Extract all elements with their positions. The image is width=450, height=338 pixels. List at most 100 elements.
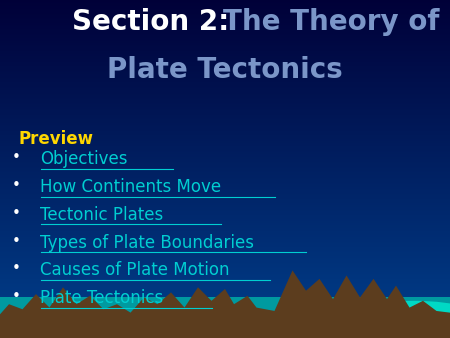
Bar [0, 178, 450, 179]
Bar [0, 248, 450, 249]
Bar [0, 126, 450, 127]
Bar [0, 1, 450, 2]
Bar [0, 96, 450, 97]
Bar [0, 203, 450, 204]
Bar [0, 80, 450, 81]
Bar [0, 230, 450, 231]
Text: Plate Tectonics: Plate Tectonics [107, 56, 343, 84]
Bar [0, 30, 450, 31]
Bar [0, 213, 450, 214]
Bar [0, 320, 450, 321]
Bar [0, 188, 450, 189]
Bar [0, 134, 450, 135]
Bar [0, 35, 450, 36]
Bar [0, 48, 450, 50]
Bar [0, 285, 450, 286]
Bar [0, 62, 450, 63]
Bar [0, 217, 450, 219]
Bar [0, 214, 450, 215]
Bar [0, 310, 450, 311]
Bar [0, 307, 450, 308]
Bar [0, 284, 450, 285]
Bar [0, 305, 450, 307]
Bar [0, 280, 450, 281]
Bar [0, 129, 450, 131]
Bar [0, 87, 450, 88]
Bar [0, 99, 450, 100]
Bar [0, 238, 450, 239]
Bar [0, 231, 450, 232]
Bar [0, 125, 450, 126]
Bar [0, 74, 450, 75]
Bar [0, 88, 450, 89]
Bar [0, 139, 450, 140]
Bar [0, 173, 450, 175]
Bar [0, 166, 450, 167]
Bar [0, 28, 450, 29]
Bar [0, 297, 450, 338]
Bar [0, 56, 450, 57]
Bar [0, 104, 450, 105]
Bar [0, 15, 450, 16]
Bar [0, 192, 450, 193]
Bar [0, 140, 450, 141]
Bar [0, 119, 450, 121]
Bar [0, 184, 450, 185]
Bar [0, 4, 450, 6]
Bar [0, 163, 450, 165]
Bar [0, 75, 450, 77]
Bar [0, 8, 450, 9]
Bar [0, 115, 450, 116]
Bar [0, 195, 450, 196]
Bar [0, 171, 450, 172]
Bar [0, 288, 450, 290]
Bar [0, 222, 450, 223]
Bar [0, 276, 450, 277]
Bar [0, 321, 450, 322]
Bar [0, 81, 450, 82]
Bar [0, 259, 450, 260]
Bar [0, 127, 450, 128]
Bar [0, 70, 450, 71]
Bar [0, 266, 450, 267]
Bar [0, 209, 450, 210]
Bar [0, 293, 450, 294]
Bar [0, 69, 450, 70]
Bar [0, 240, 450, 241]
Bar [0, 331, 450, 332]
Bar [0, 112, 450, 113]
Bar [0, 94, 450, 95]
Bar [0, 335, 450, 336]
Text: •: • [11, 289, 20, 304]
Bar [0, 330, 450, 331]
Bar [0, 54, 450, 55]
Bar [0, 225, 450, 226]
Bar [0, 260, 450, 261]
Bar [0, 268, 450, 269]
Bar [0, 298, 450, 300]
Bar [0, 71, 450, 72]
Bar [0, 186, 450, 187]
Bar [0, 264, 450, 265]
Bar [0, 23, 450, 24]
Bar [0, 329, 450, 330]
Bar [0, 100, 450, 101]
Bar [0, 20, 450, 21]
Bar [0, 113, 450, 114]
Bar [0, 265, 450, 266]
Bar [0, 136, 450, 138]
Bar [0, 46, 450, 47]
Bar [0, 31, 450, 33]
Bar [0, 65, 450, 67]
Bar [0, 133, 450, 134]
Bar [0, 198, 450, 199]
Bar [0, 116, 450, 117]
Bar [0, 220, 450, 221]
Bar [0, 309, 450, 310]
Bar [0, 179, 450, 180]
Bar [0, 193, 450, 194]
Bar [0, 180, 450, 182]
Bar [0, 176, 450, 177]
Bar [0, 223, 450, 224]
Bar [0, 149, 450, 150]
